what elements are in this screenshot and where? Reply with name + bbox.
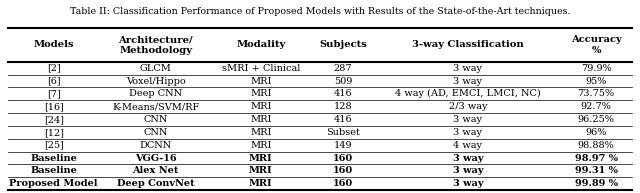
Text: 3 way: 3 way bbox=[452, 153, 483, 163]
Text: Proposed Model: Proposed Model bbox=[10, 179, 98, 188]
Text: GLCM: GLCM bbox=[140, 64, 172, 73]
Text: 79.9%: 79.9% bbox=[580, 64, 612, 73]
Text: MRI: MRI bbox=[249, 166, 273, 175]
Text: 416: 416 bbox=[333, 115, 353, 124]
Text: 128: 128 bbox=[333, 102, 353, 111]
Text: 98.97 %: 98.97 % bbox=[575, 153, 618, 163]
Text: MRI: MRI bbox=[250, 102, 271, 111]
Text: 92.7%: 92.7% bbox=[580, 102, 612, 111]
Text: 3 way: 3 way bbox=[454, 64, 483, 73]
Text: K-Means/SVM/RF: K-Means/SVM/RF bbox=[112, 102, 199, 111]
Text: [12]: [12] bbox=[44, 128, 64, 137]
Text: Alex Net: Alex Net bbox=[132, 166, 179, 175]
Text: 160: 160 bbox=[333, 153, 353, 163]
Text: Deep ConvNet: Deep ConvNet bbox=[117, 179, 195, 188]
Text: 95%: 95% bbox=[586, 76, 607, 85]
Text: CNN: CNN bbox=[143, 128, 168, 137]
Text: 73.75%: 73.75% bbox=[577, 89, 614, 98]
Text: 287: 287 bbox=[333, 64, 353, 73]
Text: Subset: Subset bbox=[326, 128, 360, 137]
Text: Architecture/
Methodology: Architecture/ Methodology bbox=[118, 35, 193, 55]
Text: [16]: [16] bbox=[44, 102, 63, 111]
Text: 3 way: 3 way bbox=[452, 166, 483, 175]
Text: 98.88%: 98.88% bbox=[578, 141, 614, 150]
Text: 99.89 %: 99.89 % bbox=[575, 179, 618, 188]
Text: CNN: CNN bbox=[143, 115, 168, 124]
Text: 509: 509 bbox=[334, 76, 352, 85]
Text: 416: 416 bbox=[333, 89, 353, 98]
Text: 3-way Classification: 3-way Classification bbox=[412, 40, 524, 49]
Text: DCNN: DCNN bbox=[140, 141, 172, 150]
Text: MRI: MRI bbox=[249, 179, 273, 188]
Text: VGG-16: VGG-16 bbox=[135, 153, 177, 163]
Text: Subjects: Subjects bbox=[319, 40, 367, 49]
Text: 3 way: 3 way bbox=[454, 115, 483, 124]
Text: 4 way: 4 way bbox=[454, 141, 483, 150]
Text: 3 way: 3 way bbox=[452, 179, 483, 188]
Text: 3 way: 3 way bbox=[454, 76, 483, 85]
Text: MRI: MRI bbox=[250, 128, 271, 137]
Text: MRI: MRI bbox=[250, 76, 271, 85]
Text: Baseline: Baseline bbox=[30, 166, 77, 175]
Text: [25]: [25] bbox=[44, 141, 63, 150]
Text: Table II: Classification Performance of Proposed Models with Results of the Stat: Table II: Classification Performance of … bbox=[70, 7, 570, 16]
Text: 149: 149 bbox=[333, 141, 353, 150]
Text: 160: 160 bbox=[333, 179, 353, 188]
Text: [6]: [6] bbox=[47, 76, 61, 85]
Text: 99.31 %: 99.31 % bbox=[575, 166, 618, 175]
Text: sMRI + Clinical: sMRI + Clinical bbox=[221, 64, 300, 73]
Text: 3 way: 3 way bbox=[454, 128, 483, 137]
Text: [24]: [24] bbox=[44, 115, 64, 124]
Text: MRI: MRI bbox=[250, 89, 271, 98]
Text: 2/3 way: 2/3 way bbox=[449, 102, 487, 111]
Text: MRI: MRI bbox=[249, 153, 273, 163]
Text: Accuracy
%: Accuracy % bbox=[571, 35, 621, 55]
Text: Voxel/Hippo: Voxel/Hippo bbox=[125, 76, 186, 85]
Text: Deep CNN: Deep CNN bbox=[129, 89, 182, 98]
Text: 4 way (AD, EMCI, LMCI, NC): 4 way (AD, EMCI, LMCI, NC) bbox=[395, 89, 541, 98]
Text: 160: 160 bbox=[333, 166, 353, 175]
Text: Modality: Modality bbox=[236, 40, 285, 49]
Text: Models: Models bbox=[33, 40, 74, 49]
Text: [2]: [2] bbox=[47, 64, 61, 73]
Text: MRI: MRI bbox=[250, 115, 271, 124]
Text: 96%: 96% bbox=[586, 128, 607, 137]
Text: 96.25%: 96.25% bbox=[578, 115, 614, 124]
Text: Baseline: Baseline bbox=[30, 153, 77, 163]
Text: [7]: [7] bbox=[47, 89, 61, 98]
Text: MRI: MRI bbox=[250, 141, 271, 150]
